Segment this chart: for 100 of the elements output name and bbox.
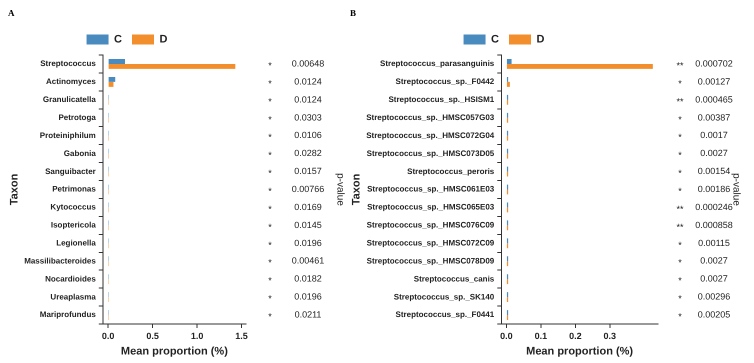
y-tick-label: Streptococcus_parasanguinis [380, 59, 495, 68]
legend-label: C [114, 34, 122, 46]
text: 0.00154 [698, 166, 730, 176]
x-axis-title: Mean proportion (%) [120, 345, 228, 358]
text: 0.0027 [700, 256, 728, 266]
x-tick-label: 0.0 [102, 330, 114, 341]
text: 0.000702 [695, 58, 733, 68]
y-tick-label: Streptococcus_sp._HMSC076C09 [366, 220, 495, 230]
text: 0.0106 [294, 130, 322, 140]
text: 0.000858 [695, 220, 733, 230]
y-tick-label: Streptococcus_sp._HMSC073D05 [366, 148, 495, 158]
text: * [678, 258, 682, 268]
text: 0.00115 [698, 238, 730, 248]
text: * [268, 114, 272, 124]
text: * [268, 204, 272, 214]
text: 0.0169 [294, 202, 322, 212]
text: * [678, 312, 682, 322]
text: 0.0017 [700, 130, 728, 140]
bar [108, 59, 126, 64]
text: 0.000465 [695, 94, 733, 104]
legend-label: D [536, 34, 544, 46]
y-tick-label: Streptococcus_sp._HMSC057G03 [366, 112, 495, 122]
text: 0.00387 [698, 112, 730, 122]
text: * [678, 150, 682, 160]
text: ** [676, 222, 684, 232]
y-tick-label: Nocardioides [45, 274, 96, 284]
text: * [678, 186, 682, 196]
y-tick-label: Streptococcus_peroris [407, 166, 495, 176]
x-tick-label: 0.5 [146, 330, 159, 341]
y-tick-label: Proteiniphilum [40, 130, 96, 140]
y-axis-title: Taxon [350, 173, 363, 206]
text: B [350, 8, 358, 20]
y-tick-label: Streptococcus_sp._HMSC078D09 [366, 256, 495, 266]
text: 0.0157 [294, 166, 322, 176]
text: ** [676, 96, 684, 106]
y-tick-label: Streptococcus_sp._HMSC072C09 [366, 238, 495, 248]
x-tick-label: 0.3 [604, 330, 616, 341]
y-tick-label: Kytococcus [50, 202, 96, 212]
bar [108, 64, 236, 69]
text: * [268, 312, 272, 322]
y-tick-label: Streptococcus_sp._HMSC072G04 [366, 130, 495, 140]
bar [506, 59, 512, 64]
y-tick-label: Streptococcus_sp._HSISM1 [388, 95, 495, 104]
text: 0.00766 [292, 184, 324, 194]
text: * [678, 78, 682, 88]
text: * [268, 150, 272, 160]
text: 0.0196 [294, 292, 322, 302]
y-tick-label: Streptococcus_sp._F0441 [396, 310, 495, 320]
bar [108, 76, 116, 82]
y-tick-label: Sanguibacter [45, 166, 96, 176]
text: 0.0124 [294, 94, 322, 104]
y-tick-label: Petrotoga [58, 112, 96, 122]
text: * [268, 222, 272, 232]
text: 0.00648 [292, 58, 324, 68]
text: 0.000246 [695, 202, 733, 212]
text: 0.00186 [698, 184, 730, 194]
text: * [268, 258, 272, 268]
text: ** [676, 204, 684, 214]
y-tick-label: Streptococcus_sp._HMSC061E03 [367, 184, 495, 194]
text: * [268, 96, 272, 106]
text: 0.0182 [294, 274, 322, 284]
text: 0.00461 [292, 256, 324, 266]
y-tick-label: Streptococcus_canis [414, 274, 495, 284]
text: 0.00127 [698, 76, 730, 86]
text: * [678, 294, 682, 304]
y-tick-label: Granulicatella [42, 95, 96, 104]
y-tick-label: Streptococcus_sp._F0442 [396, 77, 495, 86]
y-tick-label: Gabonia [64, 148, 96, 158]
y-tick-label: Ureaplasma [50, 292, 96, 302]
bar [506, 64, 653, 69]
text: 0.0196 [294, 238, 322, 248]
x-tick-label: 0.2 [569, 330, 582, 341]
text: A [8, 8, 16, 20]
x-axis-title: Mean proportion (%) [526, 345, 634, 358]
text: 0.0027 [700, 148, 728, 158]
y-tick-label: Streptococcus [40, 59, 96, 68]
y-tick-label: Streptococcus_sp._SK140 [394, 292, 495, 302]
text: 0.00205 [698, 310, 730, 320]
bar [506, 82, 510, 87]
text: 0.0303 [294, 112, 322, 122]
x-tick-label: 1.5 [235, 330, 248, 341]
text: 0.00296 [698, 292, 730, 302]
text: * [268, 168, 272, 178]
y2-axis-title: p-value [334, 173, 346, 206]
text: * [268, 240, 272, 250]
x-tick-label: 1.0 [190, 330, 204, 341]
text: 0.0211 [294, 310, 322, 320]
text: * [678, 276, 682, 286]
text: * [268, 132, 272, 142]
text: * [268, 276, 272, 286]
y-tick-label: Mariprofundus [40, 310, 96, 320]
text: * [268, 294, 272, 304]
text: 0.0027 [700, 274, 728, 284]
y-axis-title: Taxon [8, 173, 21, 206]
y-tick-label: Actinomyces [46, 77, 96, 86]
y-tick-label: Petrimonas [52, 184, 96, 194]
y-tick-label: Legionella [56, 238, 96, 248]
y-tick-label: Massilibacteroides [24, 256, 96, 266]
text: * [268, 60, 272, 70]
text: 0.0145 [294, 220, 322, 230]
